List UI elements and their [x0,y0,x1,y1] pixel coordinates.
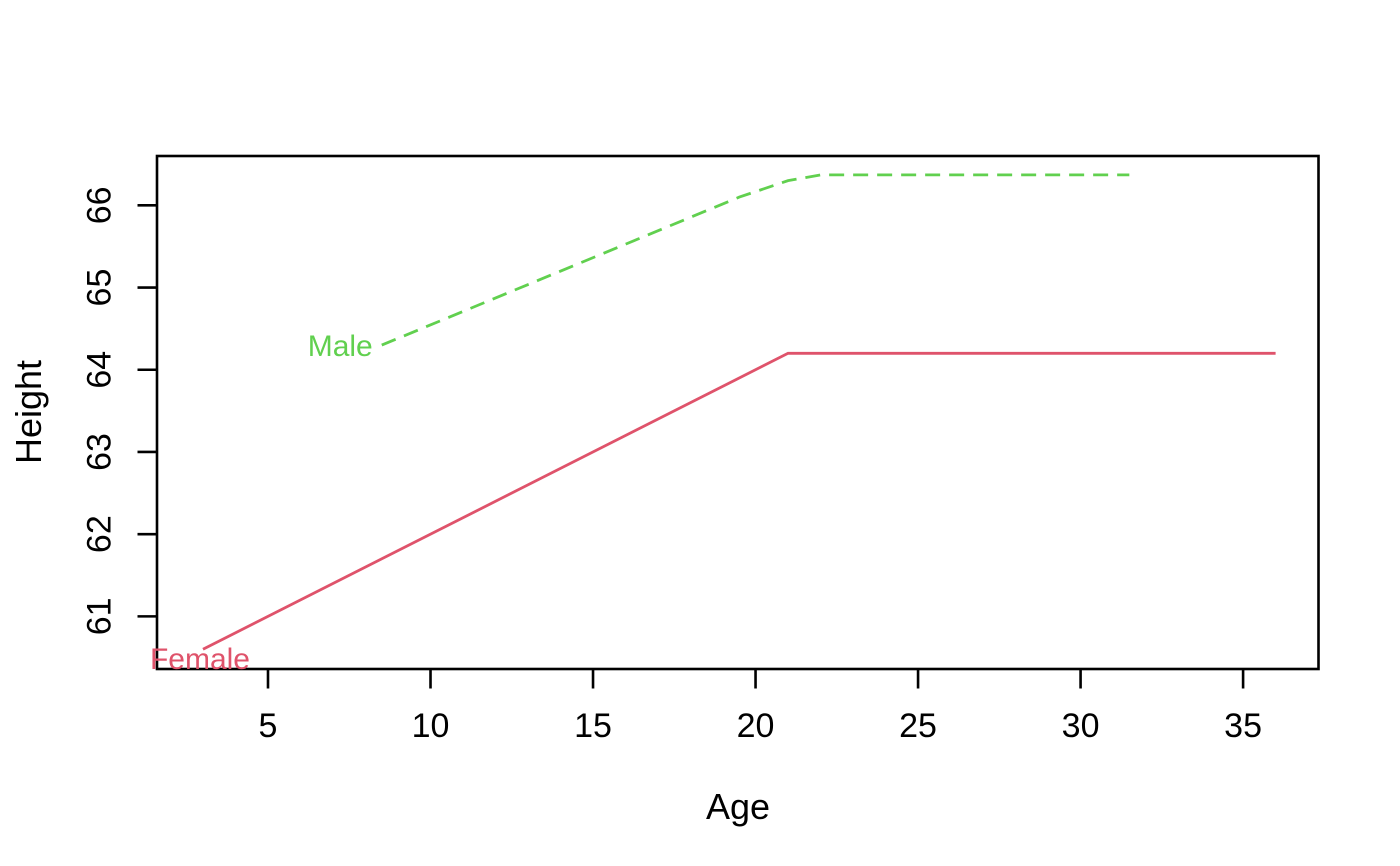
y-tick-label: 63 [81,433,119,471]
female-line [202,351,1276,651]
y-tick-label: 65 [81,269,119,307]
x-tick-label: 20 [737,707,775,745]
x-tick-label: 25 [899,707,937,745]
y-tick-label: 66 [81,186,119,224]
x-tick-label: 35 [1224,707,1262,745]
y-tick-label: 64 [81,351,119,389]
male-line [381,173,1130,347]
y-tick-label: 62 [81,515,119,553]
series-label-female: Female [149,643,251,677]
x-tick-label: 15 [574,707,612,745]
y-tick-label: 61 [81,597,119,635]
x-tick-label: 10 [412,707,450,745]
x-tick-label: 30 [1062,707,1100,745]
series-label-male: Male [307,330,373,364]
y-axis-title: Height [8,359,49,465]
x-tick-label: 5 [259,707,278,745]
x-axis-title: Age [705,786,771,827]
plot-border [155,154,1320,671]
